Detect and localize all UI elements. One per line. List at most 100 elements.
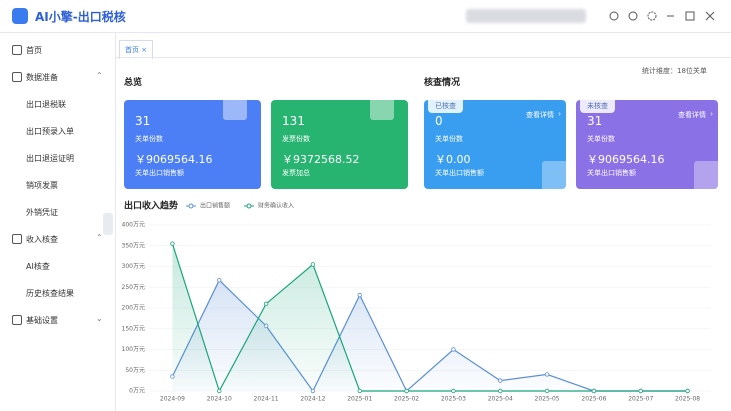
card-amount-label: 关单出口销售额 xyxy=(587,169,636,177)
legend-marker xyxy=(188,203,194,209)
data-point xyxy=(498,378,503,383)
data-point xyxy=(638,388,643,394)
card-count-label: 发票份数 xyxy=(282,135,310,143)
data-point xyxy=(498,388,503,394)
data-point xyxy=(310,388,316,394)
status-badge: 未核查 xyxy=(580,100,615,113)
y-tick-label: 300万元 xyxy=(122,263,145,270)
card-amount-label: 关单出口销售额 xyxy=(435,169,484,177)
y-tick-label: 350万元 xyxy=(122,242,145,249)
menu-arrow: ⌃ xyxy=(96,233,103,242)
card-count-label: 关单份数 xyxy=(587,135,615,143)
card-amount: ￥9069564.16 xyxy=(587,153,665,166)
dimension[interactable]: 统计维度：18位关单 xyxy=(642,67,707,75)
detail-link[interactable]: 查看详情 xyxy=(678,111,706,119)
stat-card: 已核查 查看详情 › 0 关单份数 ￥0.00 关单出口销售额 xyxy=(424,100,566,189)
x-tick-label: 2025-03 xyxy=(441,396,466,403)
close-button[interactable] xyxy=(705,11,715,21)
menu-item[interactable]: 出口预录入单 xyxy=(26,127,74,136)
data-point xyxy=(451,388,456,394)
link-arrow[interactable]: › xyxy=(558,110,561,118)
data-point xyxy=(310,262,316,267)
section-title: 核查情况 xyxy=(424,78,461,88)
card-count: 31 xyxy=(587,114,603,128)
card-illustration xyxy=(542,161,566,189)
x-tick-label: 2025-04 xyxy=(488,396,513,403)
collapse-handle[interactable] xyxy=(103,213,113,235)
menu-arrow: ⌃ xyxy=(96,71,103,80)
chart: 出口收入趋势 0万元 50万元 100万元 150万元 200万元 250万元 300万元 3… xyxy=(122,200,711,403)
stat-card: 未核查查看详情 › 31 关单份数 ￥9069564.16 关单出口销售额 xyxy=(576,100,718,189)
x-tick-label: 2025-02 xyxy=(394,396,419,403)
settings-button[interactable] xyxy=(647,11,657,21)
y-tick-label: 400万元 xyxy=(122,222,145,229)
menu-icon xyxy=(12,234,22,244)
card-count: 131 xyxy=(282,114,305,128)
menu-item[interactable]: 出口退运证明 xyxy=(26,154,74,163)
data-point xyxy=(404,388,409,394)
y-tick-label: 200万元 xyxy=(122,305,145,312)
series-line xyxy=(171,243,688,393)
menu-group[interactable]: 基础设置 xyxy=(26,316,58,325)
menu-item[interactable]: 出口退税联 xyxy=(26,100,66,109)
menu-group[interactable]: 数据准备 xyxy=(26,73,58,82)
card-count: 0 xyxy=(435,114,443,128)
card-count-label: 关单份数 xyxy=(135,135,163,143)
tab-divider xyxy=(116,57,731,58)
help-button[interactable] xyxy=(628,11,638,21)
maximize-button[interactable] xyxy=(685,11,695,21)
x-tick-label: 2024-09 xyxy=(160,396,185,403)
x-tick-label: 2024-12 xyxy=(300,396,325,403)
status-badge: 已核查 xyxy=(428,100,463,113)
card-amount: ￥0.00 xyxy=(435,153,471,166)
data-point xyxy=(544,372,550,377)
data-point xyxy=(217,388,222,394)
data-point xyxy=(451,347,456,352)
detail-link[interactable]: 查看详情 xyxy=(526,111,554,119)
y-tick-label: 0万元 xyxy=(129,388,145,395)
area xyxy=(172,243,688,391)
data-point xyxy=(544,388,550,394)
card-count: 31 xyxy=(135,114,151,128)
data-point xyxy=(170,374,175,379)
app-title: AI小擎-出口税核 xyxy=(35,10,126,24)
card-illustration xyxy=(370,100,394,120)
menu-item[interactable]: 历史核查结果 xyxy=(26,289,74,298)
menu-icon xyxy=(12,315,22,325)
tab[interactable]: 首页 × xyxy=(119,40,153,59)
y-tick-label: 100万元 xyxy=(122,346,145,353)
app-logo xyxy=(12,8,28,24)
link-arrow[interactable]: › xyxy=(710,110,713,118)
stat-card: 131 发票份数 ￥9372568.52 发票加总 xyxy=(271,100,408,189)
menu-item[interactable]: 销项发票 xyxy=(26,181,58,190)
data-point xyxy=(263,323,269,329)
y-tick-label: 250万元 xyxy=(122,284,145,291)
x-tick-label: 2025-06 xyxy=(581,396,606,403)
legend-label: 出口销售额 xyxy=(200,202,230,210)
tab-label[interactable]: 首页 xyxy=(125,46,139,54)
title-bar: AI小擎-出口税核 xyxy=(0,0,731,33)
menu-icon xyxy=(12,72,22,82)
x-tick-label: 2025-07 xyxy=(628,396,653,403)
card-amount: ￥9069564.16 xyxy=(135,153,213,166)
menu-item[interactable]: 外销凭证 xyxy=(26,208,58,217)
chart-title: 出口收入趋势 xyxy=(124,200,178,212)
area xyxy=(172,280,688,391)
y-tick-label: 50万元 xyxy=(125,367,145,374)
legend-label: 财务确认收入 xyxy=(258,202,294,210)
x-tick-label: 2025-01 xyxy=(347,396,372,403)
x-tick-label: 2025-08 xyxy=(675,396,700,403)
menu-item[interactable]: AI核查 xyxy=(26,262,50,271)
info-button[interactable] xyxy=(609,11,619,21)
menu-group[interactable]: 收入核查 xyxy=(26,235,58,244)
menu-group[interactable]: 首页 xyxy=(26,46,42,55)
card-amount-label: 关单出口销售额 xyxy=(135,169,184,177)
data-point xyxy=(217,277,222,283)
stat-card: 31 关单份数 ￥9069564.16 关单出口销售额 xyxy=(124,100,261,189)
user-area[interactable] xyxy=(466,9,586,23)
x-tick-label: 2025-05 xyxy=(535,396,560,403)
data-point xyxy=(685,388,690,394)
data-point xyxy=(357,388,362,394)
window-controls xyxy=(609,11,715,21)
